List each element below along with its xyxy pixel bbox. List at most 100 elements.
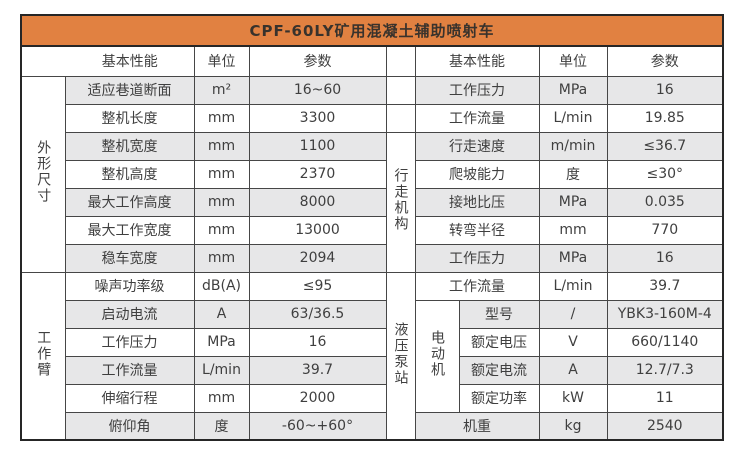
spec-label: 俯仰角 — [64, 411, 195, 441]
spec-value: 2370 — [248, 159, 387, 189]
table-row: 外形尺寸 适应巷道断面 m² 16~60 工作压力 MPa 16 — [20, 75, 724, 273]
col-header-performance-right: 基本性能 — [414, 45, 540, 77]
table-row: 俯仰角 度 -60~+60° 机重 kg 2540 — [21, 411, 724, 441]
spec-label: 整机高度 — [64, 159, 195, 189]
spec-value: 16 — [606, 75, 724, 105]
spec-value: 16~60 — [248, 75, 387, 105]
group-label-dimensions: 外形尺寸 — [20, 75, 66, 273]
spec-unit: mm — [193, 215, 250, 245]
group-label-text: 外形尺寸 — [35, 140, 52, 204]
spec-value: 3300 — [248, 103, 387, 133]
table-row: 最大工作高度 mm 8000 接地比压 MPa 0.035 — [21, 187, 724, 217]
spec-value: 8000 — [248, 187, 387, 217]
spec-unit: 度 — [193, 411, 250, 441]
spec-value: ≤95 — [248, 271, 387, 301]
spec-unit: / — [538, 299, 608, 329]
spec-label: 额定电压 — [458, 327, 540, 357]
group-label-text: 电动机 — [429, 330, 446, 378]
spec-value: 16 — [606, 243, 724, 273]
spec-label: 最大工作宽度 — [64, 215, 195, 245]
group-label-text: 液压泵站 — [392, 321, 409, 386]
group-label-working-arm: 工作臂 — [20, 271, 66, 441]
spec-unit: m² — [193, 75, 250, 105]
spec-label: 工作压力 — [414, 243, 540, 273]
table-row: 工作流量 L/min 39.7 额定电流 A 12.7/7.3 — [21, 355, 724, 385]
spec-unit: kg — [538, 411, 608, 441]
spec-label: 额定功率 — [458, 383, 540, 413]
empty-group-cell — [385, 103, 416, 133]
spec-label: 工作压力 — [64, 327, 195, 357]
spec-unit: MPa — [538, 75, 608, 105]
spec-label: 稳车宽度 — [64, 243, 195, 273]
table-row: 最大工作宽度 mm 13000 转弯半径 mm 770 — [21, 215, 724, 245]
table-row: 整机高度 mm 2370 爬坡能力 度 ≤30° — [21, 159, 724, 189]
spec-unit: mm — [193, 243, 250, 273]
spec-label: 工作流量 — [414, 103, 540, 133]
spec-value: 2540 — [606, 411, 724, 441]
spec-label: 转弯半径 — [414, 215, 540, 245]
spec-unit: mm — [538, 215, 608, 245]
spec-unit: mm — [193, 187, 250, 217]
spec-label: 型号 — [458, 299, 540, 329]
spec-value: 2000 — [248, 383, 387, 413]
spec-value: 660/1140 — [606, 327, 724, 357]
col-header-performance-left: 基本性能 — [20, 45, 195, 77]
col-header-unit-right: 单位 — [538, 45, 608, 77]
table-row: 伸缩行程 mm 2000 额定功率 kW 11 — [21, 383, 724, 413]
spec-value: 16 — [248, 327, 387, 357]
group-label-text: 行走机构 — [392, 168, 409, 232]
header-row: 基本性能 单位 参数 基本性能 单位 参数 — [20, 45, 724, 77]
spec-label: 工作流量 — [64, 355, 195, 385]
spec-value: 2094 — [248, 243, 387, 273]
table-row: 整机长度 mm 3300 工作流量 L/min 19.85 — [21, 103, 724, 133]
spec-label: 整机宽度 — [64, 131, 195, 161]
spec-unit: mm — [193, 383, 250, 413]
empty-group-cell — [385, 75, 416, 105]
spec-value: 11 — [606, 383, 724, 413]
table-row: 工作臂 噪声功率级 dB(A) ≤95 液压泵站 工作流量 L/min 39.7 — [20, 271, 724, 441]
title-row: CPF-60LY矿用混凝土辅助喷射车 — [19, 14, 725, 47]
spec-unit: MPa — [538, 187, 608, 217]
col-header-parameter-left: 参数 — [248, 45, 387, 77]
spec-label: 额定电流 — [458, 355, 540, 385]
spec-value: ≤36.7 — [606, 131, 724, 161]
spec-value: -60~+60° — [248, 411, 387, 441]
spec-value: 770 — [606, 215, 724, 245]
spec-unit: L/min — [538, 271, 608, 301]
table-title: CPF-60LY矿用混凝土辅助喷射车 — [19, 14, 725, 47]
table-row: 整机宽度 mm 1100 行走机构 行走速度 m/min ≤36.7 — [21, 131, 724, 273]
spec-value: 63/36.5 — [248, 299, 387, 329]
spec-value: 13000 — [248, 215, 387, 245]
spec-label: 启动电流 — [64, 299, 195, 329]
group-label-electric-motor: 电动机 — [414, 299, 460, 413]
spec-label: 适应巷道断面 — [64, 75, 195, 105]
spec-value: 1100 — [248, 131, 387, 161]
group-label-travel-mechanism: 行走机构 — [385, 131, 416, 273]
spec-unit: dB(A) — [193, 271, 250, 301]
spec-value: 19.85 — [606, 103, 724, 133]
spec-value: 39.7 — [248, 355, 387, 385]
spec-unit: A — [193, 299, 250, 329]
spec-value: YBK3-160M-4 — [606, 299, 724, 329]
spec-label: 爬坡能力 — [414, 159, 540, 189]
spec-unit: mm — [193, 131, 250, 161]
group-label-text: 工作臂 — [35, 329, 52, 378]
spec-label: 接地比压 — [414, 187, 540, 217]
spec-label: 伸缩行程 — [64, 383, 195, 413]
spec-unit: L/min — [193, 355, 250, 385]
empty-header-cell — [385, 45, 416, 77]
spec-label: 机重 — [414, 411, 540, 441]
spec-label: 最大工作高度 — [64, 187, 195, 217]
spec-unit: MPa — [193, 327, 250, 357]
spec-label: 行走速度 — [414, 131, 540, 161]
spec-unit: mm — [193, 103, 250, 133]
col-header-parameter-right: 参数 — [606, 45, 724, 77]
table-row: 稳车宽度 mm 2094 工作压力 MPa 16 — [21, 243, 724, 273]
spec-unit: L/min — [538, 103, 608, 133]
spec-label: 工作流量 — [414, 271, 540, 301]
spec-unit: m/min — [538, 131, 608, 161]
spec-unit: A — [538, 355, 608, 385]
spec-value: ≤30° — [606, 159, 724, 189]
spec-unit: 度 — [538, 159, 608, 189]
spec-unit: MPa — [538, 243, 608, 273]
